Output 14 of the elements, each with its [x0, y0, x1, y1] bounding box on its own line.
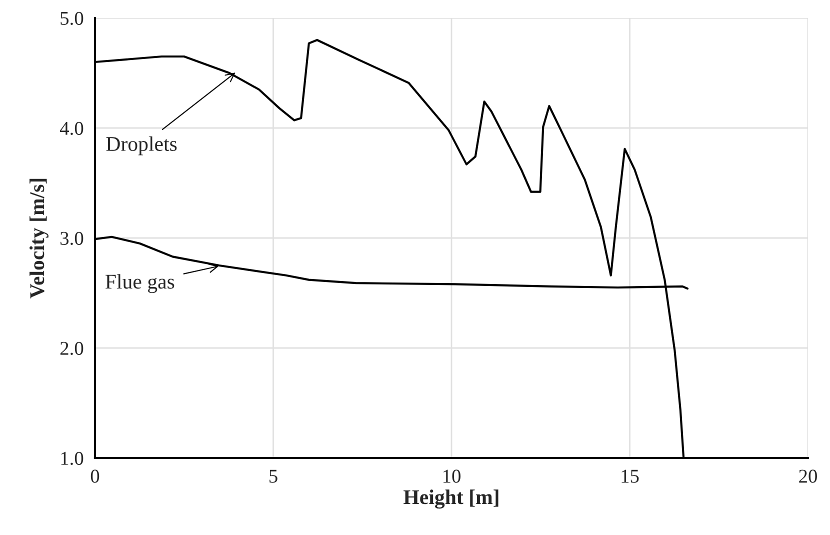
- x-tick-label: 5: [270, 470, 278, 483]
- x-tick-label: 10: [443, 470, 460, 483]
- y-tick-label: 5.0: [60, 12, 84, 26]
- y-tick-label: 4.0: [60, 122, 84, 136]
- x-tick-label: 20: [799, 470, 817, 483]
- y-axis-title: Velocity [m/s]: [30, 178, 48, 298]
- x-tick-label: 0: [90, 470, 100, 483]
- y-tick-label: 3.0: [60, 232, 84, 246]
- x-tick-label: 15: [622, 470, 639, 483]
- x-axis-title: Height [m]: [404, 490, 498, 509]
- annotation: Droplets: [106, 136, 177, 156]
- y-tick-label: 1.0: [61, 452, 84, 466]
- annotation: Flue gas: [105, 274, 174, 294]
- y-tick-label: 2.0: [60, 342, 84, 356]
